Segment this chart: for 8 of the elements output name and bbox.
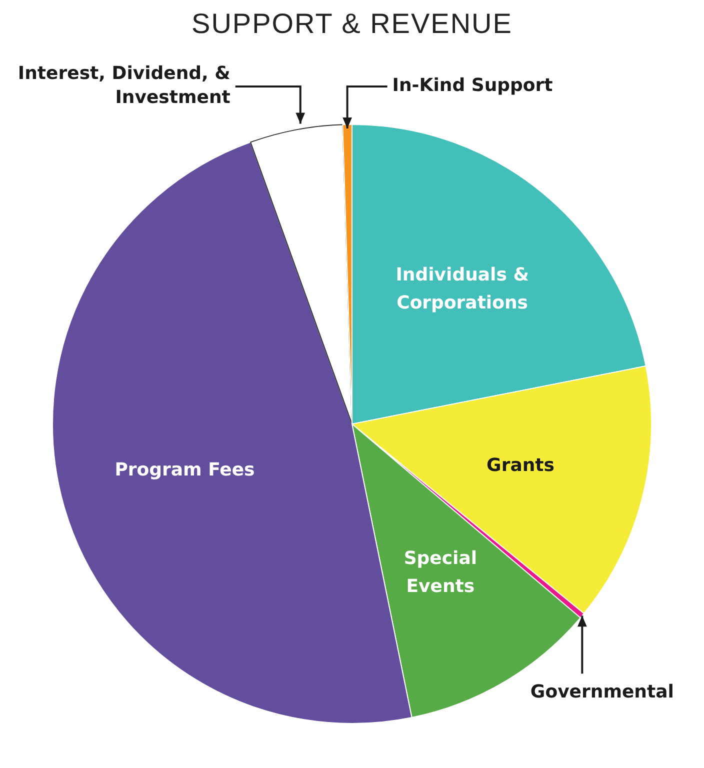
slice-label: Governmental (530, 681, 674, 702)
slice-label: Grants (486, 454, 554, 476)
slice-label: In-Kind Support (392, 75, 554, 96)
slice-label: Individuals & Corporations (396, 264, 529, 314)
slice-label: Interest, Dividend, & Investment (18, 63, 231, 108)
slice-label: Program Fees (114, 460, 255, 481)
slice-label: Special Events (404, 548, 478, 598)
chart-title: SUPPORT & REVENUE (190, 8, 514, 40)
